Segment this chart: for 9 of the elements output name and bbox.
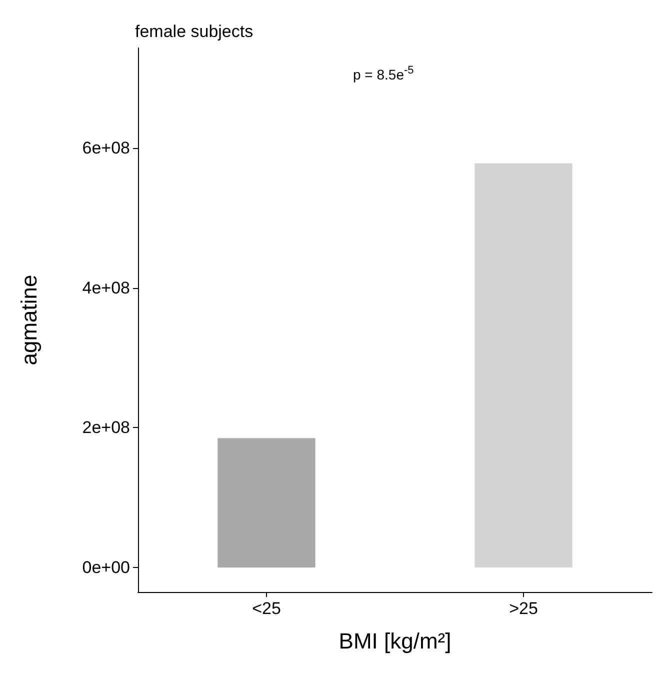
x-tick-label: >25 <box>509 599 538 618</box>
y-tick-label: 2e+08 <box>82 418 130 438</box>
y-tick-label: 6e+08 <box>82 138 130 158</box>
y-tick-label: 4e+08 <box>82 278 130 298</box>
y-tick-label: 0e+00 <box>82 558 130 578</box>
chart-title: female subjects <box>135 22 254 41</box>
x-axis-title: BMI [kg/m²] <box>338 628 452 654</box>
y-axis-title: agmatine <box>16 274 42 366</box>
x-tick-label: <25 <box>252 599 281 618</box>
